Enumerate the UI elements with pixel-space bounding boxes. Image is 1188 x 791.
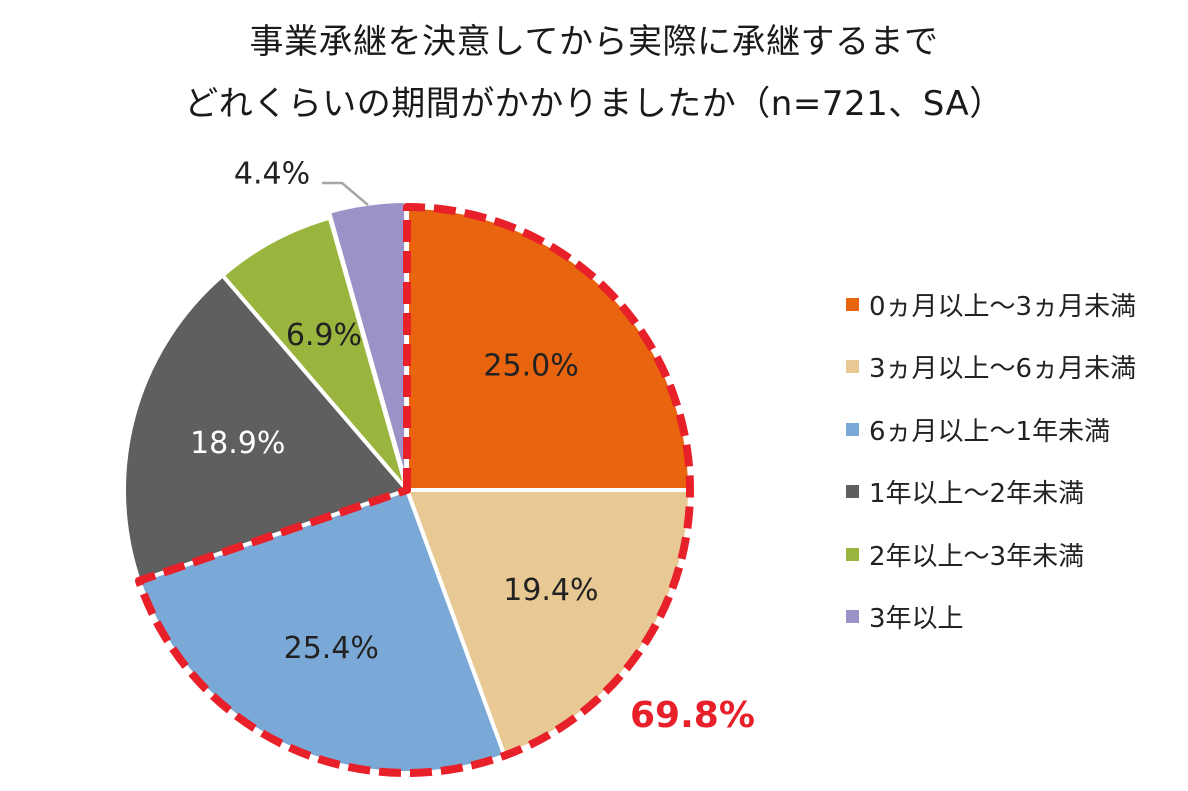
pie-slice-4	[122, 273, 409, 583]
legend-item-5: 2年以上～3年未満	[846, 534, 1084, 574]
legend-item-3: 6ヵ月以上～1年未満	[846, 409, 1110, 449]
legend-item-1: 0ヵ月以上～3ヵ月未満	[846, 284, 1136, 324]
legend-swatch-2	[846, 360, 859, 373]
data-label-3: 25.4%	[284, 631, 379, 666]
legend-label-6: 3年以上	[869, 604, 964, 634]
legend-label-3: 6ヵ月以上～1年未満	[869, 416, 1111, 447]
data-label-2: 19.4%	[503, 573, 598, 608]
data-label-1: 25.0%	[483, 348, 578, 383]
legend-label-4: 1年以上～2年未満	[869, 479, 1085, 509]
chart-title-line-1: 事業承継を決意してから実際に承継するまで	[249, 22, 939, 62]
data-label-5: 6.9%	[286, 318, 362, 353]
legend-swatch-6	[846, 610, 859, 623]
data-label-6: 4.4%	[234, 157, 310, 192]
legend-item-4: 1年以上～2年未満	[846, 472, 1084, 512]
legend-swatch-1	[846, 297, 859, 311]
legend-swatch-4	[846, 485, 859, 498]
data-label-leader-line	[322, 181, 369, 206]
legend-item-6: 3年以上	[846, 597, 964, 637]
legend-label-2: 3ヵ月以上～6ヵ月未満	[869, 354, 1137, 384]
legend-item-2: 3ヵ月以上～6ヵ月未満	[846, 347, 1136, 387]
legend-swatch-5	[846, 547, 859, 561]
highlight-outline	[134, 203, 694, 777]
highlighted-total-label: 69.8%	[630, 695, 755, 736]
data-label-4: 18.9%	[190, 426, 285, 461]
chart-title-line-2: どれくらいの期間がかかりましたか（n=721、SA）	[184, 84, 1004, 124]
legend-label-1: 0ヵ月以上～3ヵ月未満	[869, 291, 1137, 322]
legend-label-5: 2年以上～3年未満	[869, 541, 1085, 572]
legend-swatch-3	[846, 422, 859, 436]
pie-slice-5	[220, 215, 409, 492]
